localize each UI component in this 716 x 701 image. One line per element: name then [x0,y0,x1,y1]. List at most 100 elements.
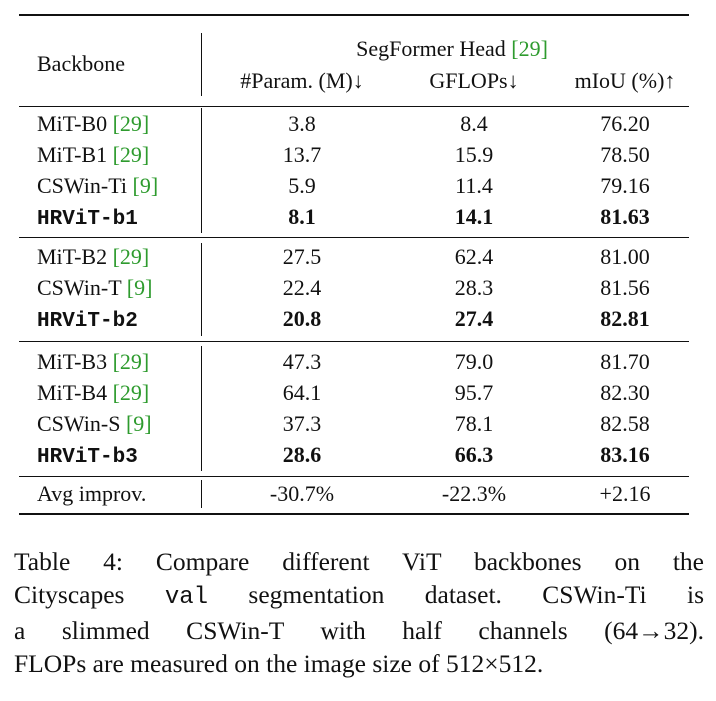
top-rule [19,14,689,16]
backbone-cite-num: 29 [119,142,142,167]
backbone-name: HRViT-b2 [37,310,138,333]
group2-rule [19,341,689,342]
row-miou: 79.16 [600,173,650,198]
row-miou: 76.20 [600,111,650,136]
backbone-name: MiT-B0 [37,111,108,136]
caption-line-2a: Cityscapes [14,580,165,609]
row-backbone: MiT-B2 [29] [37,244,149,270]
backbone-cite-num: 29 [119,380,142,405]
backbone-cite: [29] [112,380,150,405]
row-gflops: 8.4 [460,111,488,136]
backbone-name: MiT-B1 [37,142,108,167]
group1-rule [19,237,689,238]
backbone-cite: [29] [112,142,150,167]
row-gflops: 11.4 [455,173,493,198]
backbone-name: HRViT-b1 [37,208,138,231]
row-backbone: MiT-B1 [29] [37,142,149,168]
caption-line-1: Table 4: Compare different ViT backbones… [14,547,704,576]
backbone-cite-num: 29 [119,244,142,269]
row-backbone: HRViT-b1 [37,204,138,233]
backbone-cite-num: 9 [139,173,151,198]
backbone-name: MiT-B4 [37,380,108,405]
avg-miou: +2.16 [599,481,651,506]
row-miou: 81.70 [600,349,650,374]
row-params: 27.5 [282,244,322,269]
group2-vsep [201,243,202,336]
caption-code-val: val [164,584,209,611]
group1-vsep [201,108,202,233]
backbone-cite-num: 9 [133,411,145,436]
backbone-cite: [29] [112,349,150,374]
row-gflops: 27.4 [454,306,494,331]
row-params: 37.3 [282,411,322,436]
header-rule [19,106,689,107]
row-gflops: 28.3 [454,275,494,300]
header-params: #Param. (M)↓ [240,68,364,93]
backbone-name: CSWin-T [37,275,122,300]
row-backbone: MiT-B4 [29] [37,380,149,406]
row-gflops: 62.4 [454,244,494,269]
row-params: 22.4 [282,275,322,300]
backbone-cite: [29] [112,244,150,269]
row-params: 3.8 [288,111,316,136]
group3-rule [19,476,689,477]
row-gflops: 66.3 [454,442,494,467]
row-gflops: 95.7 [454,380,494,405]
row-miou: 78.50 [600,142,650,167]
backbone-cite: [9] [126,275,153,300]
row-miou: 81.00 [600,244,650,269]
backbone-cite: [9] [132,173,159,198]
backbone-name: MiT-B3 [37,349,108,374]
row-miou: 83.16 [600,442,650,467]
avg-gflops: -22.3% [441,481,507,506]
header-vsep [201,33,202,96]
row-backbone: HRViT-b2 [37,306,138,335]
header-gflops: GFLOPs↓ [429,68,519,93]
backbone-cite-num: 9 [134,275,146,300]
backbone-name: CSWin-Ti [37,173,128,198]
row-params: 13.7 [282,142,322,167]
table-caption: Table 4: Compare different ViT backbones… [14,545,704,680]
row-miou: 82.58 [600,411,650,436]
header-group-title: SegFormer Head [356,36,506,61]
row-backbone: HRViT-b3 [37,442,138,471]
row-backbone: CSWin-S [9] [37,411,152,437]
row-gflops: 78.1 [454,411,494,436]
header-backbone: Backbone [37,51,125,76]
header-miou: mIoU (%)↑ [574,68,676,93]
backbone-name: CSWin-S [37,411,121,436]
row-backbone: MiT-B3 [29] [37,349,149,375]
row-backbone: CSWin-T [9] [37,275,152,301]
bottom-rule [19,513,689,515]
row-gflops: 79.0 [454,349,494,374]
backbone-name: MiT-B2 [37,244,108,269]
header-segformer: SegFormer Head [29] [356,36,548,62]
header-group-cite-num: 29 [518,36,541,61]
caption-line-4: FLOPs are measured on the image size of … [14,649,544,678]
avg-vsep [201,480,202,508]
backbone-cite: [9] [125,411,152,436]
row-params: 8.1 [288,204,316,229]
caption-line-3: a slimmed CSWin-T with half channels (64… [14,616,704,645]
backbone-name: HRViT-b3 [37,446,138,469]
row-miou: 81.56 [600,275,650,300]
backbone-cite: [29] [112,111,150,136]
row-params: 64.1 [282,380,322,405]
row-backbone: CSWin-Ti [9] [37,173,158,199]
avg-label: Avg improv. [37,481,147,506]
row-params: 5.9 [288,173,316,198]
backbone-cite-num: 29 [119,349,142,374]
row-gflops: 14.1 [454,204,494,229]
row-miou: 82.30 [600,380,650,405]
row-miou: 82.81 [600,306,650,331]
row-miou: 81.63 [600,204,650,229]
avg-params: -30.7% [269,481,335,506]
row-backbone: MiT-B0 [29] [37,111,149,137]
backbone-cite-num: 29 [119,111,142,136]
row-params: 28.6 [282,442,322,467]
header-group-cite: [29] [511,36,548,61]
row-gflops: 15.9 [454,142,494,167]
row-params: 47.3 [282,349,322,374]
row-params: 20.8 [282,306,322,331]
